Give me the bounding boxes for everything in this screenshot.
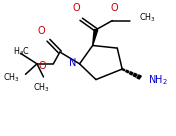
Polygon shape xyxy=(129,72,133,75)
Text: CH$_3$: CH$_3$ xyxy=(3,71,20,84)
Polygon shape xyxy=(126,70,129,73)
Text: NH$_2$: NH$_2$ xyxy=(147,73,168,87)
Text: O: O xyxy=(38,61,46,71)
Text: N: N xyxy=(69,58,76,68)
Polygon shape xyxy=(93,30,98,45)
Polygon shape xyxy=(122,69,125,71)
Polygon shape xyxy=(137,75,141,79)
Text: O: O xyxy=(37,26,45,36)
Text: CH$_3$: CH$_3$ xyxy=(33,81,50,94)
Text: H$_3$C: H$_3$C xyxy=(13,45,30,58)
Text: O: O xyxy=(110,3,118,13)
Polygon shape xyxy=(133,73,137,77)
Text: CH$_3$: CH$_3$ xyxy=(139,11,156,24)
Text: O: O xyxy=(73,3,80,13)
